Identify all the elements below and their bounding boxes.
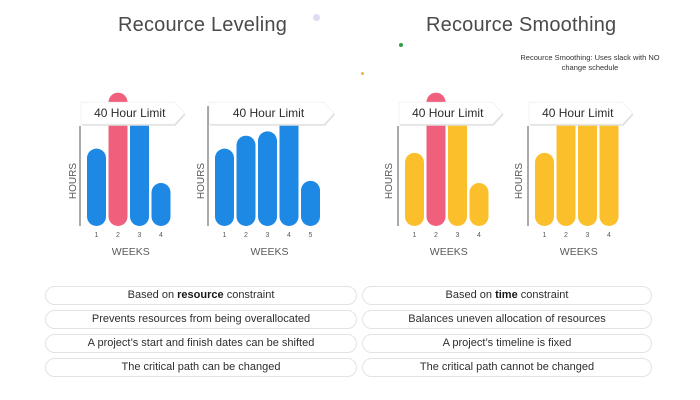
- week-tick-label: 2: [564, 232, 568, 239]
- comparison-row-right: Balances uneven allocation of resources: [362, 310, 652, 329]
- chart-bar: [108, 92, 128, 226]
- chart-bar: [279, 114, 299, 226]
- week-tick-label: 4: [159, 232, 163, 239]
- decorative-dot: [399, 43, 403, 47]
- week-tick-label: 5: [309, 232, 313, 239]
- smoothing-note: Recource Smoothing: Uses slack with NO c…: [520, 53, 660, 72]
- limit-label: 40 Hour Limit: [94, 106, 166, 120]
- limit-arrow: [80, 101, 185, 125]
- week-tick-label: 1: [413, 232, 417, 239]
- chart-bar: [236, 135, 256, 226]
- chart-bar: [215, 148, 234, 226]
- chart-bar: [469, 183, 489, 226]
- leveling-heading: Recource Leveling: [118, 14, 288, 36]
- decorative-dot: [313, 14, 320, 21]
- weeks-axis-label: WEEKS: [430, 246, 468, 258]
- week-tick-label: 1: [95, 232, 99, 239]
- smoothing-heading: Recource Smoothing: [426, 14, 617, 36]
- week-tick-label: 3: [586, 232, 590, 239]
- comparison-row-left: Based on resource constraint: [45, 286, 357, 305]
- weeks-axis-label: WEEKS: [112, 246, 150, 258]
- week-tick-label: 3: [266, 232, 270, 239]
- weeks-axis-label: WEEKS: [560, 246, 598, 258]
- chart-bar: [301, 180, 320, 226]
- week-tick-label: 4: [287, 232, 291, 239]
- chart-bar: [556, 114, 576, 226]
- limit-arrow: [528, 101, 633, 125]
- limit-arrow: [208, 101, 335, 125]
- chart-bar: [426, 92, 446, 226]
- chart-bar: [87, 148, 106, 226]
- limit-label: 40 Hour Limit: [412, 106, 484, 120]
- comparison-row-left: Prevents resources from being overalloca…: [45, 310, 357, 329]
- hours-axis-label: HOURS: [68, 163, 79, 199]
- week-tick-label: 2: [434, 232, 438, 239]
- limit-label: 40 Hour Limit: [542, 106, 614, 120]
- week-tick-label: 2: [244, 232, 248, 239]
- hours-axis-label: HOURS: [514, 163, 525, 199]
- week-tick-label: 1: [543, 232, 547, 239]
- hours-axis-label: HOURS: [196, 163, 207, 199]
- week-tick-label: 2: [116, 232, 120, 239]
- limit-arrow: [398, 101, 503, 125]
- limit-label: 40 Hour Limit: [233, 106, 305, 120]
- week-tick-label: 3: [456, 232, 460, 239]
- comparison-row-left: A project’s start and finish dates can b…: [45, 334, 357, 353]
- week-tick-label: 1: [223, 232, 227, 239]
- comparison-row-right: A project’s timeline is fixed: [362, 334, 652, 353]
- week-tick-label: 4: [477, 232, 481, 239]
- chart-bar: [130, 114, 149, 226]
- comparison-row-right: Based on time constraint: [362, 286, 652, 305]
- chart-bar: [405, 152, 424, 226]
- comparison-row-left: The critical path can be changed: [45, 358, 357, 377]
- chart-bar: [535, 152, 554, 226]
- charts-area: 1 2 3 4 40 Hour Limit HOURS WEEKS 1 2 3 4 5 40 Hour …: [68, 92, 634, 258]
- decorative-dot: [361, 72, 364, 75]
- chart-bar: [448, 114, 467, 226]
- week-tick-label: 3: [138, 232, 142, 239]
- chart-bar: [599, 114, 619, 226]
- chart-bar: [578, 114, 597, 226]
- chart-bar: [151, 183, 171, 226]
- week-tick-label: 4: [607, 232, 611, 239]
- hours-axis-label: HOURS: [384, 163, 395, 199]
- comparison-row-right: The critical path cannot be changed: [362, 358, 652, 377]
- weeks-axis-label: WEEKS: [251, 246, 289, 258]
- chart-bar: [258, 131, 277, 226]
